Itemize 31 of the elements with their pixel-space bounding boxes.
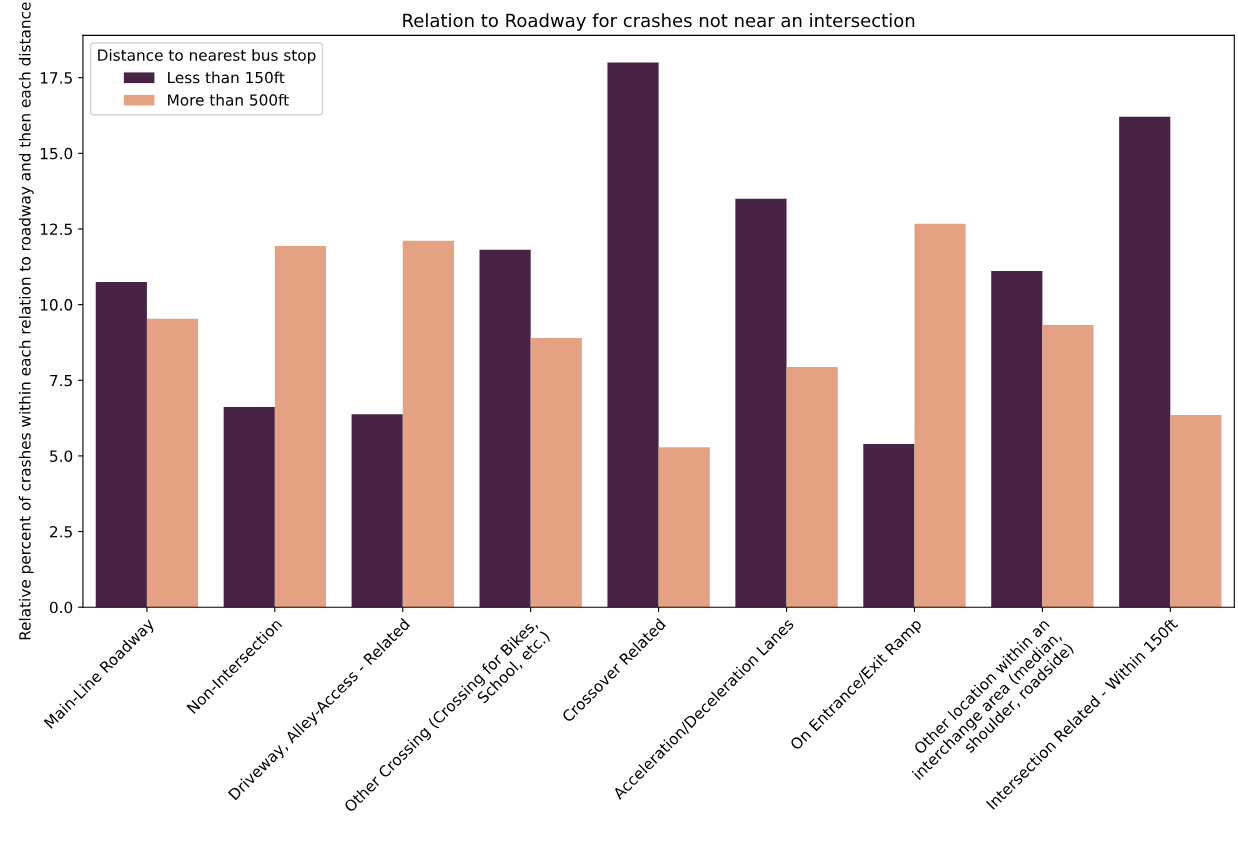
legend-label: More than 500ft	[168, 93, 289, 106]
bar	[351, 414, 403, 608]
bar	[530, 337, 582, 608]
chart-title: Relation to Roadway for crashes not near an intersection	[403, 13, 915, 31]
bar	[223, 406, 275, 608]
bar	[402, 240, 454, 608]
bar	[146, 318, 199, 608]
y-tick-label: 12.5	[40, 223, 72, 235]
bar	[735, 198, 787, 608]
bar	[991, 271, 1043, 608]
bar	[274, 245, 327, 608]
bar	[1042, 324, 1094, 608]
bar	[1119, 116, 1171, 608]
y-tick-label: 2.5	[50, 526, 72, 538]
y-tick-label: 5.0	[50, 450, 73, 462]
y-tick-label: 17.5	[40, 72, 72, 84]
y-tick-label: 15.0	[40, 147, 73, 160]
y-tick-label: 7.5	[50, 374, 72, 387]
bar	[863, 444, 915, 608]
bar	[1170, 415, 1222, 608]
legend-title: Distance to nearest bus stop	[98, 49, 316, 64]
y-axis-title: Relative percent of crashes within each relation to roadway and then each distance	[18, 2, 34, 640]
y-tick-label: 10.0	[40, 299, 73, 311]
legend-label: Less than 150ft	[168, 71, 285, 84]
bar	[658, 447, 710, 608]
bar	[786, 366, 838, 608]
bar	[95, 281, 147, 608]
bar	[914, 223, 966, 608]
bar	[479, 249, 531, 608]
bar	[607, 62, 659, 608]
y-tick-label: 0.0	[49, 601, 73, 614]
